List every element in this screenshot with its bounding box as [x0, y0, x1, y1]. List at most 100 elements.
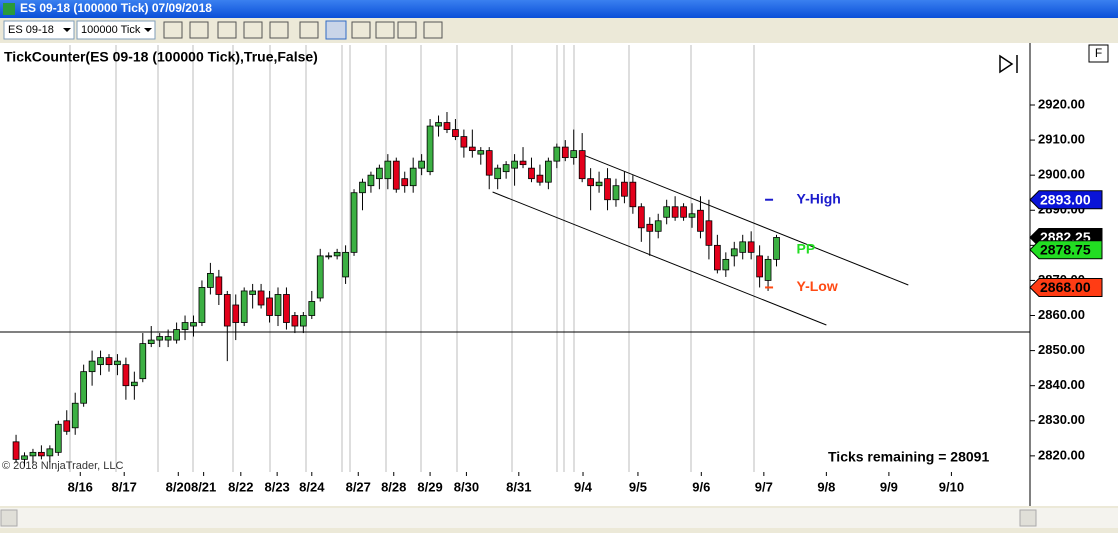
candle-body — [29, 451, 37, 457]
x-tick-label: 8/17 — [112, 479, 137, 494]
candle-body — [207, 273, 214, 288]
scroll-end-icon[interactable] — [999, 54, 1018, 74]
candle-body — [714, 244, 721, 271]
data-box-button[interactable] — [423, 21, 443, 39]
candle-body — [468, 146, 476, 152]
candle-body — [629, 181, 637, 208]
scroll-right[interactable] — [1019, 509, 1037, 527]
candle-body — [359, 181, 366, 194]
candle-body — [418, 160, 425, 169]
candle-body — [739, 241, 747, 253]
candle-body — [240, 290, 248, 323]
candle-body — [595, 181, 603, 187]
zoom-button[interactable] — [299, 21, 319, 39]
bars-button[interactable] — [163, 21, 183, 39]
candle-body — [773, 237, 780, 260]
chart-panel — [0, 43, 1118, 506]
candle-body — [139, 343, 147, 380]
title-bar — [0, 0, 1118, 18]
x-tick-label: 9/8 — [817, 479, 835, 494]
candle-body — [705, 220, 713, 246]
tool-button[interactable] — [243, 21, 263, 39]
candle-body — [494, 167, 502, 180]
candle-body — [688, 213, 696, 218]
candle-body — [266, 297, 273, 316]
candle-body — [443, 122, 451, 130]
candle-body — [519, 160, 527, 166]
candle-body — [502, 164, 510, 173]
chart-title: TickCounter(ES 09-18 (100000 Tick),True,… — [4, 49, 318, 65]
candle-body — [274, 294, 282, 316]
candle-body — [342, 251, 349, 278]
candle-body — [477, 150, 485, 155]
x-tick-label: 8/22 — [228, 479, 253, 494]
candle-body — [452, 129, 459, 137]
price-marker-label: 2878.75 — [1040, 241, 1091, 257]
window-title: ES 09-18 (100000 Tick) 07/09/2018 — [20, 1, 212, 15]
instrument-text: ES 09-18 — [8, 24, 54, 36]
scrollbar[interactable] — [0, 508, 1118, 528]
candle-body — [291, 315, 299, 327]
candle-body — [173, 329, 180, 341]
trend-line — [492, 191, 827, 326]
candle-body — [722, 258, 730, 271]
candle-body — [376, 167, 383, 180]
candle-body — [553, 146, 561, 162]
candle-body — [156, 336, 164, 341]
price-marker — [1029, 240, 1103, 260]
candle-body — [561, 146, 569, 159]
candle-body — [646, 223, 654, 232]
candle-body — [97, 357, 104, 366]
properties-button[interactable] — [397, 21, 417, 39]
candle-body — [80, 371, 88, 404]
price-marker-label: 2868.00 — [1040, 279, 1091, 295]
pin-button[interactable] — [217, 21, 237, 39]
cursor-button[interactable] — [269, 21, 289, 39]
toggle-button[interactable] — [325, 20, 347, 40]
draw-button[interactable] — [189, 21, 209, 39]
candle-body — [122, 364, 130, 387]
annotation: PP — [797, 240, 816, 256]
candle-body — [71, 402, 79, 429]
candle-body — [46, 448, 54, 457]
f-button[interactable] — [1088, 44, 1109, 63]
interval-select[interactable] — [76, 20, 156, 40]
price-marker-label: 2893.00 — [1040, 191, 1091, 207]
copyright: © 2018 NinjaTrader, LLC — [2, 460, 123, 472]
y-tick-label: 2830.00 — [1038, 412, 1085, 427]
candle-body — [637, 206, 645, 229]
app-icon — [3, 3, 15, 15]
x-tick-label: 8/31 — [506, 479, 531, 494]
candle-body — [54, 423, 62, 453]
x-tick-label: 9/5 — [629, 479, 647, 494]
interval-text: 100000 Tick — [81, 24, 141, 36]
candle-body — [249, 290, 256, 295]
x-tick-label: 9/6 — [692, 479, 710, 494]
instrument-select[interactable] — [3, 20, 75, 40]
indicator-button[interactable] — [351, 21, 371, 39]
candle-body — [257, 290, 265, 306]
price-marker — [1029, 190, 1103, 210]
annotation: Y-Low — [797, 278, 838, 294]
y-tick-label: 2820.00 — [1038, 447, 1085, 462]
scroll-left[interactable] — [0, 509, 18, 527]
candle-body — [164, 336, 172, 341]
strategy-button[interactable] — [375, 21, 395, 39]
x-tick-label: 9/7 — [755, 479, 773, 494]
candle-body — [316, 255, 324, 299]
candle-body — [223, 294, 231, 327]
candle-body — [663, 206, 671, 218]
x-tick-label: 8/28 — [381, 479, 406, 494]
x-tick-label: 8/23 — [264, 479, 289, 494]
candle-body — [426, 125, 434, 173]
candle-body — [460, 136, 468, 148]
price-marker — [1029, 277, 1103, 297]
candle-body — [181, 322, 189, 330]
trend-line — [582, 154, 909, 286]
x-tick-label: 9/10 — [939, 479, 964, 494]
candle-body — [671, 206, 679, 218]
candle-body — [612, 185, 620, 201]
candle-body — [536, 174, 544, 183]
candle-body — [604, 178, 611, 201]
